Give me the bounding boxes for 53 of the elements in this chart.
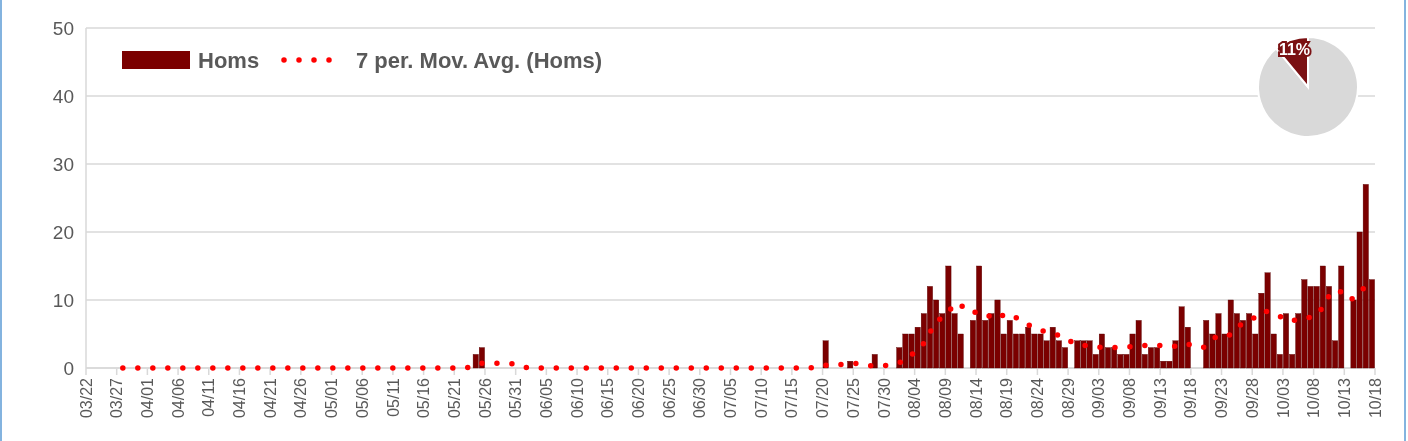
x-tick-label: 08/14: [967, 377, 985, 419]
x-tick-label: 06/15: [599, 377, 617, 419]
x-tick-label: 09/08: [1121, 377, 1139, 419]
y-tick-label: 40: [52, 85, 74, 107]
x-tick-label: 10/13: [1335, 377, 1353, 419]
legend-label: 7 per. Mov. Avg. (Homs): [356, 47, 603, 73]
x-tick-label: 06/30: [691, 377, 709, 419]
x-tick-label: 06/05: [537, 377, 555, 419]
x-tick-label: 03/22: [77, 377, 95, 419]
x-tick-label: 05/31: [507, 377, 525, 419]
y-tick-label: 50: [52, 17, 74, 39]
x-tick-label: 09/28: [1243, 377, 1261, 419]
x-tick-label: 03/27: [108, 377, 126, 419]
x-tick-label: 07/30: [875, 377, 893, 419]
x-tick-label: 07/05: [722, 377, 740, 419]
bar: [871, 354, 878, 369]
x-tick-label: 09/03: [1090, 377, 1108, 419]
x-tick-label: 06/20: [630, 377, 648, 419]
x-tick-label: 04/11: [200, 377, 218, 417]
x-tick-label: 05/06: [353, 377, 371, 419]
y-tick-label: 10: [52, 289, 74, 311]
x-tick-label: 07/25: [844, 377, 862, 419]
x-tick-label: 05/21: [445, 377, 463, 419]
x-tick-label: 05/26: [476, 377, 494, 419]
x-tick-label: 06/10: [568, 377, 586, 419]
bar: [847, 361, 854, 369]
x-tick-label: 04/16: [231, 377, 249, 419]
x-tick-label: 04/26: [292, 377, 310, 419]
x-tick-label: 09/18: [1182, 377, 1200, 419]
x-tick-label: 10/18: [1366, 377, 1384, 419]
x-tick-label: 05/16: [415, 377, 433, 419]
x-tick-label: 08/04: [906, 377, 924, 419]
x-tick-label: 06/25: [660, 377, 678, 419]
y-tick-label: 0: [63, 357, 74, 379]
x-tick-label: 09/23: [1213, 377, 1231, 419]
x-tick-label: 08/19: [998, 377, 1016, 419]
x-tick-label: 08/09: [936, 377, 954, 419]
x-tick-label: 10/08: [1305, 377, 1323, 419]
x-tick-label: 07/20: [814, 377, 832, 419]
y-tick-label: 20: [52, 221, 74, 243]
x-tick-label: 04/01: [138, 377, 156, 419]
x-tick-label: 10/03: [1274, 377, 1292, 419]
x-tick-label: 07/10: [752, 377, 770, 419]
x-tick-label: 09/13: [1151, 377, 1169, 419]
x-tick-label: 05/01: [323, 377, 341, 419]
x-tick-label: 07/15: [783, 377, 801, 419]
x-tick-label: 08/24: [1029, 377, 1046, 419]
x-tick-label: 08/29: [1059, 377, 1077, 419]
x-tick-label: 04/21: [261, 377, 279, 419]
x-tick-label: 05/11: [384, 377, 402, 417]
legend-label: Homs: [198, 47, 260, 73]
y-tick-label: 30: [52, 153, 74, 175]
x-tick-label: 04/06: [169, 377, 187, 419]
